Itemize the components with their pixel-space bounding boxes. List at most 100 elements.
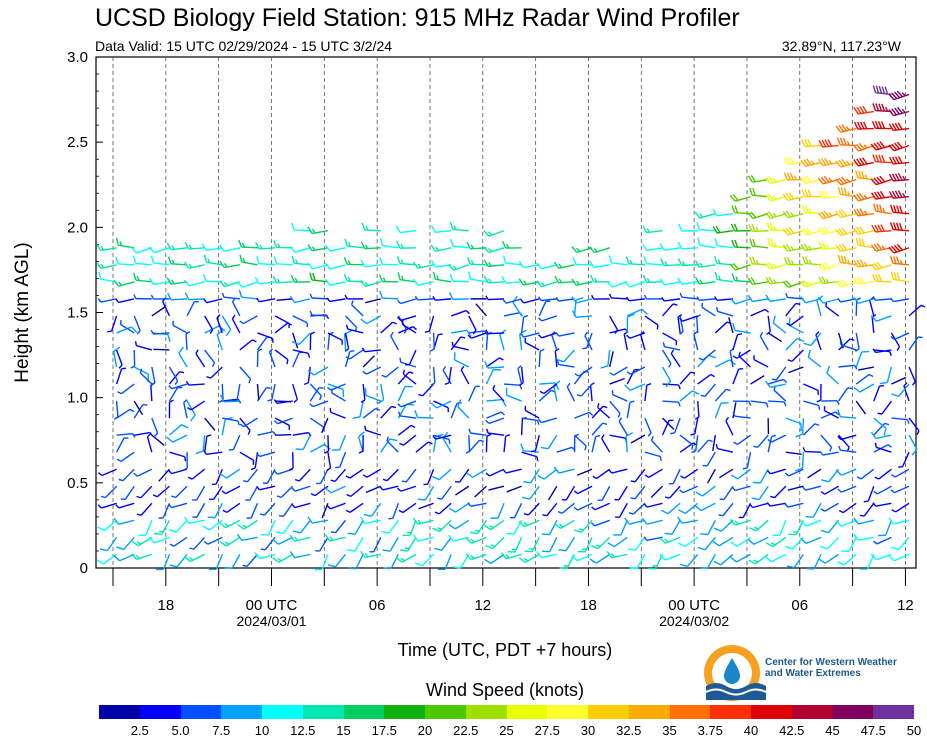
wind-barb (661, 296, 681, 302)
wind-barb (870, 243, 892, 252)
wind-barb (396, 240, 416, 249)
wind-barb (908, 417, 920, 436)
wind-barb (614, 485, 628, 501)
wind-barb (888, 106, 910, 117)
wind-profile-plot: 0 0.5 1.0 1.5 2.0 2.5 3.0 Height (km AGL) 18 00 U… (12, 49, 926, 629)
wind-barb (350, 300, 364, 317)
wind-barb (290, 274, 311, 283)
wind-barb (853, 192, 875, 202)
wind-barb (204, 315, 214, 334)
wind-barb (615, 502, 628, 518)
wind-barb (908, 304, 926, 317)
wind-barb (291, 502, 311, 509)
wind-barb (404, 349, 417, 366)
wind-barb (432, 295, 452, 301)
wind-barb (397, 424, 416, 436)
wind-barb (730, 223, 751, 232)
wind-barb (434, 502, 452, 515)
wind-barb (624, 383, 646, 391)
wind-barb (601, 434, 611, 453)
wind-barb (597, 402, 611, 419)
wind-barb (730, 536, 751, 547)
wind-barb (345, 502, 364, 513)
data-valid-range: Data Valid: 15 UTC 02/29/2024 - 15 UTC 3… (95, 38, 393, 54)
wind-barb (871, 190, 892, 200)
wind-barb (747, 211, 769, 220)
wind-barb (878, 520, 893, 537)
wind-barb (802, 255, 822, 266)
wind-barb (629, 554, 646, 570)
wind-barb (767, 378, 788, 385)
wind-barb (152, 485, 170, 498)
wind-barb (838, 364, 858, 370)
wind-barb (506, 485, 522, 493)
wind-barb (613, 520, 628, 536)
wind-barb (490, 503, 505, 519)
y-tick-label: 2.5 (67, 134, 88, 151)
wind-barb (714, 402, 729, 419)
wind-barb (890, 256, 910, 266)
x-tick-date-label: 2024/03/01 (236, 613, 306, 629)
wind-barb (115, 502, 135, 509)
wind-barb (753, 434, 769, 449)
wind-barb (256, 383, 260, 401)
wind-barb (700, 383, 716, 397)
wind-barb (401, 468, 417, 483)
wind-barb (315, 536, 329, 552)
wind-barb (626, 313, 635, 333)
wind-barb (540, 434, 558, 450)
wind-barb (204, 349, 216, 367)
wind-barb (817, 210, 839, 220)
wind-barb (838, 445, 857, 453)
wind-barb (386, 436, 399, 453)
wind-barb (644, 315, 659, 330)
wind-barb (751, 485, 769, 501)
wind-barb (803, 400, 821, 410)
colorbar-tick-label: 32.5 (616, 723, 642, 738)
wind-barb (680, 468, 699, 479)
wind-barb (825, 301, 840, 317)
wind-barb (696, 314, 701, 333)
wind-barb (600, 349, 611, 369)
wind-barb (571, 296, 593, 304)
wind-barb (115, 237, 135, 249)
wind-barb (418, 502, 434, 510)
wind-barb (206, 366, 223, 379)
wind-barb (802, 447, 822, 453)
wind-barb (291, 255, 311, 266)
colorbar-tick-label: 12.5 (290, 723, 316, 738)
wind-barb (378, 274, 399, 283)
wind-barb (256, 485, 276, 491)
wind-barb (239, 339, 257, 351)
wind-barb (837, 409, 857, 419)
wind-barb (292, 351, 304, 368)
wind-barb (221, 485, 241, 495)
wind-barb (817, 226, 839, 235)
wind-barb (782, 280, 804, 288)
wind-barb (729, 194, 751, 202)
wind-barb (696, 222, 716, 232)
wind-barb (402, 520, 417, 537)
wind-barb (609, 366, 628, 376)
wind-barb (589, 260, 610, 269)
wind-barb (786, 315, 804, 327)
wind-barb (166, 434, 188, 443)
wind-barb (169, 451, 187, 462)
cw3e-logo-icon (704, 645, 767, 701)
wind-barb (483, 360, 505, 369)
wind-barb (624, 517, 646, 525)
wind-barb (573, 434, 587, 451)
wind-barb (168, 519, 188, 533)
wind-barb (307, 366, 329, 376)
wind-barb (576, 383, 593, 397)
wind-barb (483, 259, 505, 268)
wind-barb (873, 485, 892, 495)
wind-barb (361, 347, 381, 353)
wind-barb (369, 537, 382, 553)
wind-barb (133, 400, 144, 416)
wind-barb (256, 348, 263, 368)
wind-barb (555, 296, 575, 302)
wind-barb (591, 294, 610, 300)
wind-barb (186, 400, 196, 422)
wind-barb (169, 536, 188, 547)
